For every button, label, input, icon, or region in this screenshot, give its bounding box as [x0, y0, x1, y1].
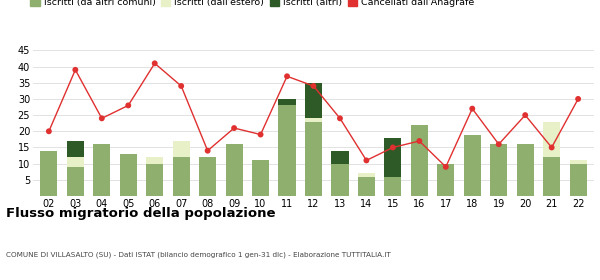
Point — [203, 148, 212, 153]
Bar — [119, 154, 137, 196]
Point — [176, 84, 186, 88]
Bar — [305, 118, 322, 122]
Bar — [331, 151, 349, 164]
Bar — [93, 144, 110, 196]
Bar — [384, 177, 401, 196]
Bar — [305, 83, 322, 118]
Bar — [331, 164, 349, 196]
Point — [388, 145, 398, 150]
Point — [574, 97, 583, 101]
Point — [362, 158, 371, 163]
Bar — [543, 157, 560, 196]
Bar — [199, 157, 216, 196]
Point — [124, 103, 133, 108]
Point — [335, 116, 345, 121]
Bar — [40, 151, 58, 196]
Bar — [146, 157, 163, 164]
Text: COMUNE DI VILLASALTO (SU) - Dati ISTAT (bilancio demografico 1 gen-31 dic) - Ela: COMUNE DI VILLASALTO (SU) - Dati ISTAT (… — [6, 252, 391, 258]
Bar — [173, 157, 190, 196]
Bar — [543, 122, 560, 157]
Bar — [384, 138, 401, 177]
Point — [256, 132, 265, 137]
Text: Flusso migratorio della popolazione: Flusso migratorio della popolazione — [6, 207, 275, 220]
Bar — [146, 164, 163, 196]
Point — [309, 84, 319, 88]
Bar — [67, 167, 84, 196]
Point — [494, 142, 503, 146]
Bar — [67, 157, 84, 167]
Bar — [437, 164, 454, 196]
Point — [282, 74, 292, 78]
Bar — [226, 144, 243, 196]
Point — [415, 139, 424, 143]
Point — [97, 116, 107, 121]
Point — [547, 145, 556, 150]
Point — [441, 165, 451, 169]
Bar — [173, 141, 190, 157]
Bar — [490, 144, 508, 196]
Bar — [305, 122, 322, 196]
Bar — [358, 177, 375, 196]
Bar — [569, 160, 587, 164]
Point — [229, 126, 239, 130]
Point — [520, 113, 530, 117]
Legend: Iscritti (da altri comuni), Iscritti (dall'estero), Iscritti (altri), Cancellati: Iscritti (da altri comuni), Iscritti (da… — [26, 0, 478, 11]
Bar — [358, 173, 375, 177]
Bar — [464, 134, 481, 196]
Bar — [411, 125, 428, 196]
Bar — [252, 160, 269, 196]
Point — [150, 61, 160, 66]
Bar — [278, 99, 296, 105]
Point — [71, 67, 80, 72]
Bar — [517, 144, 534, 196]
Point — [44, 129, 53, 134]
Bar — [67, 141, 84, 157]
Point — [467, 106, 477, 111]
Bar — [569, 164, 587, 196]
Bar — [278, 105, 296, 196]
